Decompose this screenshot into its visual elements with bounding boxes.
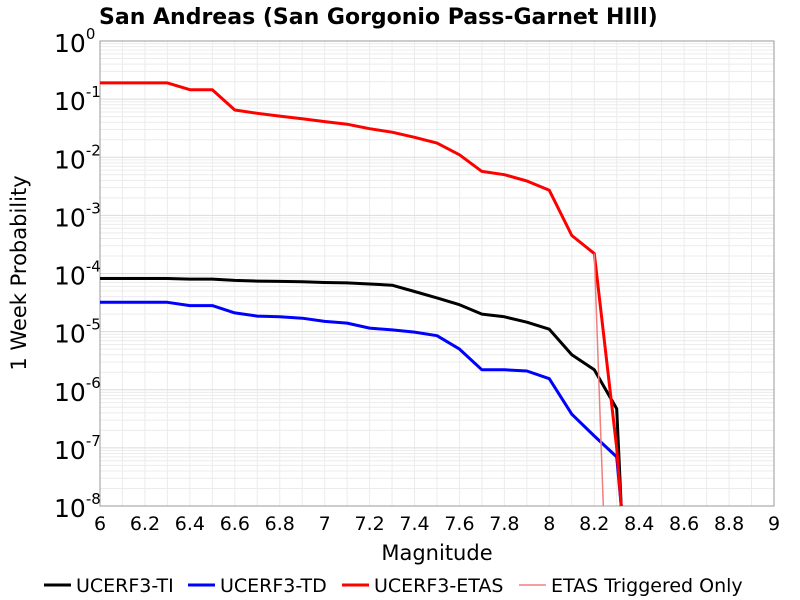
x-tick-label: 6.2 xyxy=(130,513,160,535)
x-tick-label: 7.8 xyxy=(489,513,519,535)
x-tick-label: 7 xyxy=(319,513,331,535)
x-tick-label: 7.4 xyxy=(399,513,429,535)
x-tick-labels: 6 6.2 6.4 6.6 6.8 7 7.2 7.4 7.6 7.8 8 8.2 8.4 8.6 8.8 9 xyxy=(94,513,780,535)
legend-label: ETAS Triggered Only xyxy=(551,575,743,597)
series-line-etas-triggered-only xyxy=(593,253,605,507)
legend-label: UCERF3-TI xyxy=(76,575,174,597)
series-line-ucerf3-td xyxy=(100,300,623,507)
y-tick-label: 100 xyxy=(54,25,95,58)
x-tick-label: 8 xyxy=(543,513,555,535)
x-tick-label: 8.4 xyxy=(624,513,654,535)
plot-area xyxy=(99,40,775,507)
x-tick-label: 8.8 xyxy=(714,513,744,535)
y-tick-label: 10-4 xyxy=(54,258,101,291)
y-tick-label: 10-5 xyxy=(54,316,101,349)
y-axis-label: 1 Week Probability xyxy=(7,175,31,370)
y-tick-label: 10-7 xyxy=(54,432,101,465)
y-tick-label: 10-1 xyxy=(54,83,101,116)
x-tick-label: 7.2 xyxy=(354,513,384,535)
y-tick-label: 10-8 xyxy=(54,490,101,523)
x-tick-label: 6 xyxy=(94,513,106,535)
x-tick-label: 6.8 xyxy=(265,513,295,535)
x-tick-label: 8.2 xyxy=(579,513,609,535)
y-tick-label: 10-3 xyxy=(54,199,101,232)
x-tick-label: 7.6 xyxy=(444,513,474,535)
y-tick-label: 10-2 xyxy=(54,141,101,174)
grid xyxy=(99,41,775,507)
x-tick-label: 8.6 xyxy=(669,513,699,535)
series-line-ucerf3-ti xyxy=(100,277,623,507)
legend: UCERF3-TI UCERF3-TD UCERF3-ETAS ETAS Trigge… xyxy=(44,575,743,597)
x-tick-label: 6.4 xyxy=(175,513,205,535)
y-tick-label: 10-6 xyxy=(54,374,101,407)
chart-title: San Andreas (San Gorgonio Pass-Garnet HI… xyxy=(99,5,658,30)
x-tick-label: 9 xyxy=(768,513,780,535)
series-line-ucerf3-etas xyxy=(100,81,623,507)
legend-label: UCERF3-ETAS xyxy=(374,575,503,597)
series-group xyxy=(100,81,623,507)
legend-label: UCERF3-TD xyxy=(220,575,327,597)
x-axis-label: Magnitude xyxy=(381,541,492,565)
x-tick-label: 6.6 xyxy=(220,513,250,535)
y-tick-labels: 100 10-1 10-2 10-3 10-4 10-5 10-6 10-7 10-8 xyxy=(54,25,101,523)
